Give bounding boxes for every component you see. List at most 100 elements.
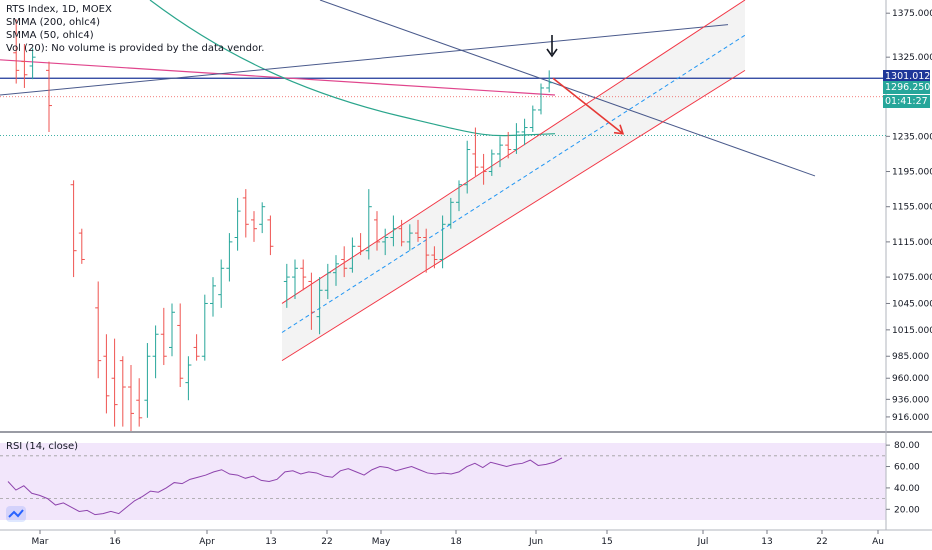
ohlc-bar bbox=[447, 197, 454, 229]
ohlc-bar bbox=[521, 118, 528, 146]
ohlc-bar bbox=[21, 43, 28, 88]
price-axis[interactable]: 1375.000 1325.000 1235.000 1195.000 1155.000… bbox=[886, 9, 932, 423]
drawings[interactable] bbox=[0, 0, 816, 362]
indicator-smma-50[interactable]: SMMA (50, ohlc4) bbox=[6, 30, 94, 41]
ohlc-bar bbox=[160, 307, 167, 366]
ohlc-bar bbox=[497, 136, 503, 168]
ohlc-bar bbox=[95, 281, 102, 379]
price-tick-label: 1375.000 bbox=[892, 9, 932, 19]
ohlc-bar bbox=[538, 83, 544, 115]
ohlc-bar bbox=[185, 356, 192, 401]
time-tick-label: 15 bbox=[601, 537, 612, 547]
down-arrow-icon bbox=[546, 48, 558, 58]
ohlc-bar bbox=[316, 277, 323, 335]
time-tick-label: May bbox=[372, 537, 391, 547]
price-tick-label: 1325.000 bbox=[892, 53, 932, 63]
ohlc-bar bbox=[152, 325, 159, 379]
price-tag-level: 1301.012 bbox=[883, 69, 931, 83]
time-tick-label: 22 bbox=[816, 537, 827, 547]
horizontal-levels bbox=[0, 77, 886, 136]
ohlc-bar bbox=[128, 365, 134, 431]
channel-shade bbox=[282, 0, 745, 361]
price-tick-label: 916.000 bbox=[892, 413, 929, 423]
rsi-series bbox=[0, 455, 886, 516]
ohlc-bar bbox=[398, 219, 405, 247]
tradingview-logo-icon[interactable] bbox=[6, 506, 26, 522]
time-tick-label: 22 bbox=[321, 537, 332, 547]
time-tick-label: 18 bbox=[450, 537, 462, 547]
ohlc-bar bbox=[103, 334, 110, 414]
ohlc-bar bbox=[415, 219, 421, 242]
ohlc-bar bbox=[349, 237, 356, 273]
ohlc-bar bbox=[13, 19, 20, 84]
price-tick-label: 1015.000 bbox=[892, 326, 932, 336]
price-tick-label: 1155.000 bbox=[892, 203, 932, 213]
rsi-tick-label: 20.00 bbox=[894, 505, 920, 515]
price-tick-label: 1045.000 bbox=[892, 299, 932, 309]
ohlc-bar bbox=[210, 277, 216, 317]
channel-fill bbox=[282, 0, 745, 361]
ohlc-bar bbox=[382, 228, 389, 256]
rsi-axis: 80.00 60.00 40.00 20.00 bbox=[886, 441, 920, 515]
time-tick-label: Jun bbox=[528, 537, 543, 547]
ohlc-bar bbox=[218, 259, 225, 308]
indicator-smma-200[interactable]: SMMA (200, ohlc4) bbox=[6, 17, 100, 28]
smma-50-line bbox=[149, 0, 556, 137]
ohlc-bar bbox=[70, 180, 77, 278]
ohlc-bar bbox=[259, 202, 266, 234]
ohlc-bar bbox=[365, 189, 372, 260]
price-tick-label: 960.000 bbox=[892, 374, 929, 384]
price-tick-label: 936.000 bbox=[892, 395, 929, 405]
ohlc-bar bbox=[201, 294, 208, 361]
ohlc-bar bbox=[251, 211, 257, 242]
ohlc-bar bbox=[283, 263, 290, 308]
chart-title: RTS Index, 1D, MOEX bbox=[6, 4, 112, 15]
price-tick-label: 1195.000 bbox=[892, 168, 932, 178]
ohlc-bar bbox=[111, 338, 118, 427]
moving-averages bbox=[0, 0, 556, 137]
rsi-tick-label: 40.00 bbox=[894, 484, 920, 494]
smma-200-line bbox=[0, 59, 556, 96]
ohlc-bar bbox=[226, 233, 233, 282]
ohlc-bar bbox=[423, 228, 430, 273]
ohlc-bar bbox=[29, 48, 36, 80]
trendline-falling bbox=[319, 0, 816, 177]
ohlc-bar bbox=[242, 189, 249, 238]
ohlc-bar bbox=[144, 343, 151, 418]
price-tag-countdown: 01:41:27 bbox=[883, 95, 930, 109]
time-tick-label: Apr bbox=[199, 537, 215, 547]
ohlc-bar bbox=[193, 334, 200, 361]
time-tick-label: Mar bbox=[32, 537, 49, 547]
ohlc-bar bbox=[439, 215, 446, 269]
ohlc-bar bbox=[333, 255, 339, 286]
ohlc-bar bbox=[456, 180, 462, 212]
rsi-title[interactable]: RSI (14, close) bbox=[6, 441, 79, 452]
ohlc-bar bbox=[300, 259, 307, 291]
ohlc-bar bbox=[390, 215, 397, 247]
channel-upper bbox=[281, 0, 746, 304]
time-tick-label: Au bbox=[872, 537, 884, 547]
ohlc-bar bbox=[78, 228, 85, 264]
rsi-tick-label: 80.00 bbox=[894, 441, 920, 451]
ohlc-bar bbox=[505, 131, 512, 159]
ohlc-bars bbox=[13, 19, 553, 431]
time-axis[interactable]: Mar 16 Apr 13 22 May 18 Jun 15 Jul 13 22 Au bbox=[32, 530, 884, 547]
time-tick-label: 16 bbox=[109, 537, 121, 547]
channel-median bbox=[281, 34, 746, 333]
ohlc-bar bbox=[546, 70, 553, 93]
rsi-line bbox=[7, 457, 563, 516]
indicator-volume[interactable]: Vol (20): No volume is provided by the d… bbox=[6, 43, 265, 54]
rsi-band-fill bbox=[0, 443, 886, 520]
trendline-rising bbox=[0, 24, 729, 96]
price-tick-label: 1115.000 bbox=[892, 238, 932, 248]
channel-lower bbox=[281, 69, 746, 362]
time-tick-label: Jul bbox=[697, 537, 709, 547]
projection-arrowhead bbox=[613, 124, 625, 135]
ohlc-bar bbox=[341, 246, 348, 278]
ohlc-bar bbox=[529, 105, 536, 132]
ohlc-bar bbox=[488, 149, 495, 176]
ohlc-bar bbox=[308, 272, 315, 330]
ohlc-bar bbox=[292, 259, 298, 300]
price-tick-label: 1235.000 bbox=[892, 132, 932, 142]
